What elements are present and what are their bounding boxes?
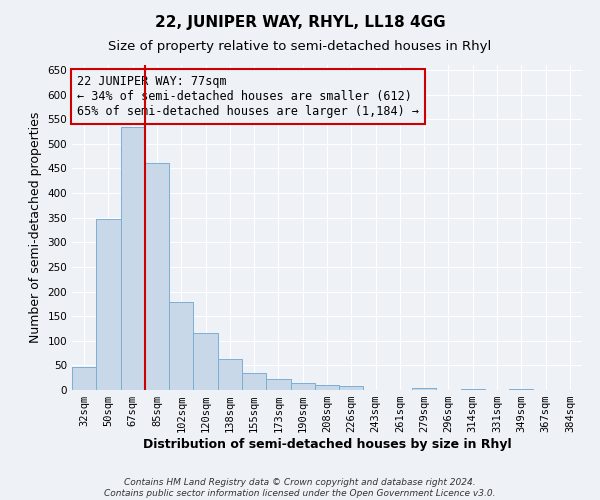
Bar [121,126,145,390]
Bar [339,386,364,390]
Bar [509,389,533,390]
Bar [461,388,485,390]
Bar [96,218,121,390]
X-axis label: Distribution of semi-detached houses by size in Rhyl: Distribution of semi-detached houses by … [143,438,511,451]
Bar [412,388,436,390]
Bar [315,385,339,390]
Bar [242,373,266,390]
Bar [145,162,169,390]
Bar [218,360,242,390]
Text: 22, JUNIPER WAY, RHYL, LL18 4GG: 22, JUNIPER WAY, RHYL, LL18 4GG [155,15,445,30]
Bar [169,302,193,390]
Text: Contains HM Land Registry data © Crown copyright and database right 2024.
Contai: Contains HM Land Registry data © Crown c… [104,478,496,498]
Bar [290,382,315,390]
Bar [266,379,290,390]
Text: 22 JUNIPER WAY: 77sqm
← 34% of semi-detached houses are smaller (612)
65% of sem: 22 JUNIPER WAY: 77sqm ← 34% of semi-deta… [77,74,419,118]
Bar [193,334,218,390]
Bar [72,367,96,390]
Y-axis label: Number of semi-detached properties: Number of semi-detached properties [29,112,42,343]
Text: Size of property relative to semi-detached houses in Rhyl: Size of property relative to semi-detach… [109,40,491,53]
